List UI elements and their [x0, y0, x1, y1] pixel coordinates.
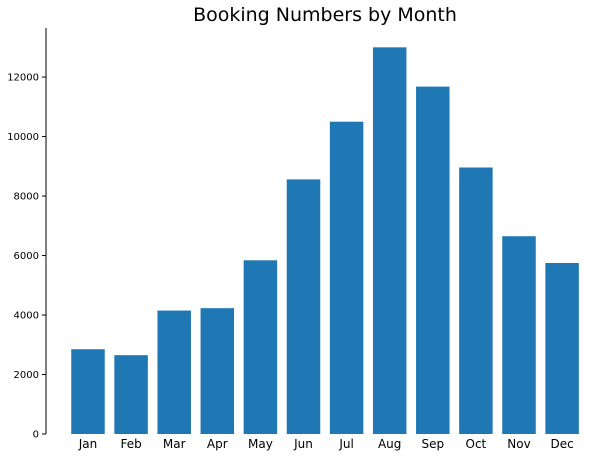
bar-apr: [200, 308, 235, 434]
y-tick-label-4000: 4000: [14, 311, 39, 322]
y-tick-label-12000: 12000: [7, 73, 39, 84]
x-tick-label-may: May: [248, 437, 273, 451]
x-tick-label-oct: Oct: [466, 437, 487, 451]
bar-may: [243, 260, 278, 434]
bar-feb: [114, 355, 148, 434]
bar-aug: [372, 47, 407, 434]
y-tick-label-0: 0: [33, 430, 39, 441]
x-tick-label-dec: Dec: [550, 437, 573, 451]
bars-group: [71, 47, 579, 434]
x-tick-label-nov: Nov: [507, 437, 530, 451]
x-tick-label-mar: Mar: [163, 437, 186, 451]
x-axis: Jan Feb Mar Apr May Jun Jul Aug Sep Oct Nov Dec: [78, 437, 574, 451]
bar-jul: [329, 121, 364, 434]
y-axis: 0 2000 4000 6000 8000 10000 12000: [7, 28, 47, 441]
x-tick-label-jan: Jan: [78, 437, 98, 451]
bar-jun: [286, 179, 321, 434]
bar-oct: [459, 167, 493, 434]
x-tick-label-aug: Aug: [378, 437, 401, 451]
x-tick-label-apr: Apr: [207, 437, 228, 451]
x-tick-label-feb: Feb: [120, 437, 141, 451]
y-tick-label-6000: 6000: [14, 251, 39, 262]
x-tick-label-sep: Sep: [421, 437, 444, 451]
bar-sep: [416, 86, 450, 434]
y-tick-label-2000: 2000: [14, 370, 39, 381]
bar-jan: [71, 349, 105, 434]
bar-mar: [157, 310, 191, 434]
y-tick-label-8000: 8000: [14, 192, 39, 203]
x-tick-label-jun: Jun: [293, 437, 313, 451]
x-tick-label-jul: Jul: [338, 437, 353, 451]
bar-dec: [545, 262, 579, 434]
chart-title: Booking Numbers by Month: [193, 4, 457, 26]
bar-nov: [502, 236, 536, 434]
y-tick-label-10000: 10000: [7, 132, 39, 143]
